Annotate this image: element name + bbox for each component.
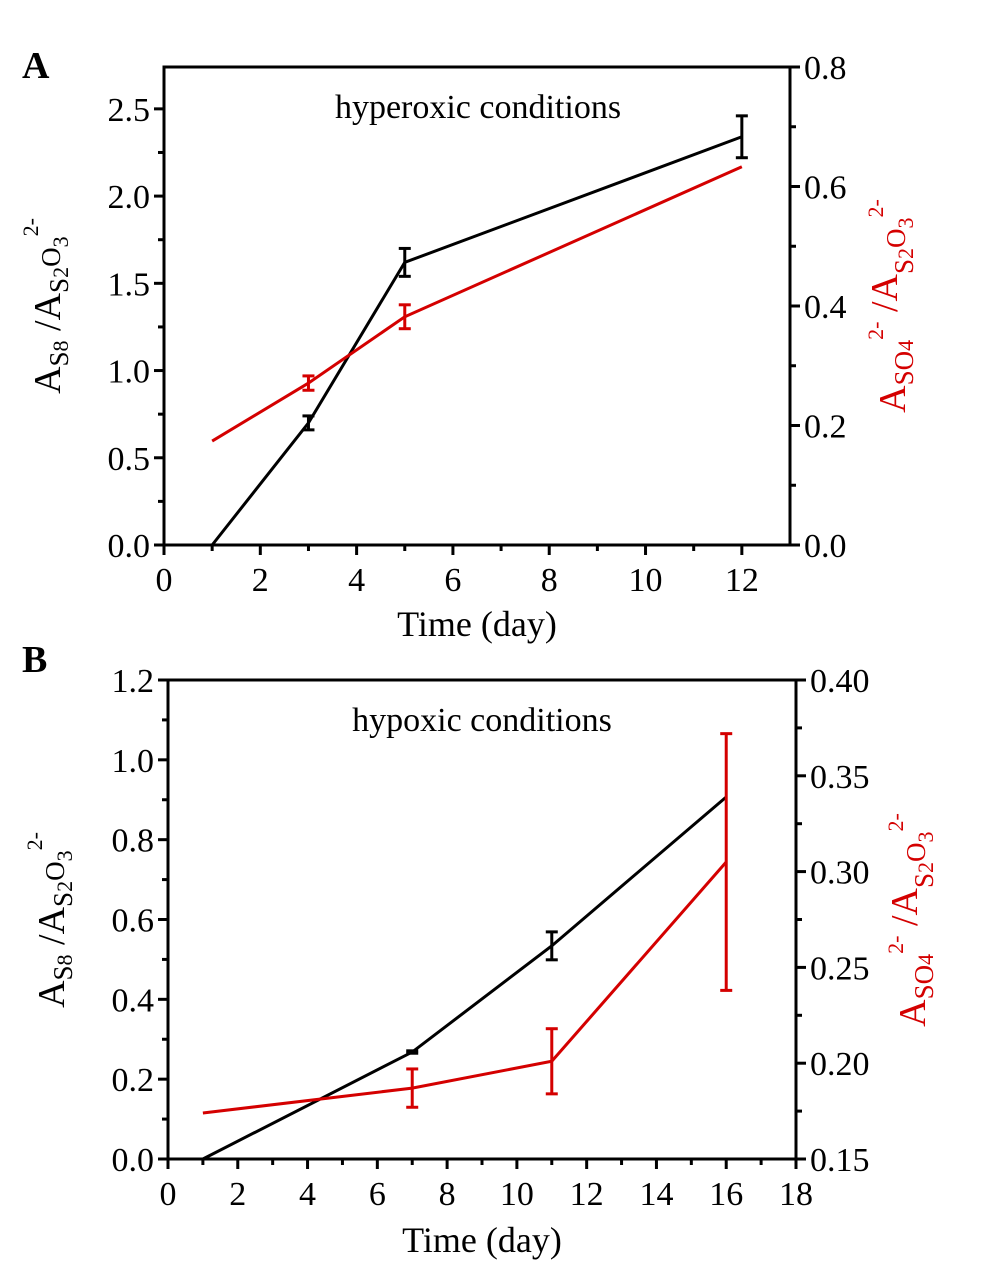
x-tick-label: 4 [299,1176,316,1213]
x-tick-label: 4 [348,562,365,599]
axis-label-part: /A [864,273,906,321]
y-right-tick-label: 0.8 [804,50,847,87]
y-left-axis-label: AS8 /AS2O32- [22,832,78,1008]
axis-label-part: A [27,366,69,394]
axis-label-part: A [872,385,914,413]
x-axis-label: Time (day) [402,1220,562,1260]
plot-frame [162,65,792,547]
axis-label-part: A [31,980,73,1008]
y-left-tick-label: 2.5 [108,92,151,129]
axis-label-part: O [881,229,911,249]
y-left-tick-label: 0.5 [108,441,151,478]
axis-label-part: 2 [48,267,73,278]
y-right-tick-label: 0.35 [810,759,870,796]
axis-label-part: 3 [48,236,73,247]
axis-label-part: 8 [48,340,73,351]
axis-label-part: S [909,873,939,888]
y-left-tick-label: 0.2 [112,1062,155,1099]
plot-frame [166,678,798,1161]
series-line-black [210,135,743,546]
y-left-tick-label: 2.0 [108,179,151,216]
y-left-tick-label: 1.5 [108,266,151,303]
y-left-tick-label: 0.4 [112,982,155,1019]
y-right-tick-label: 0.25 [810,950,870,987]
y-left-axis-label: AS8 /AS2O32- [18,218,74,394]
x-tick-label: 8 [439,1176,456,1213]
panel-letter: A [22,45,50,87]
x-tick-label: 2 [229,1176,246,1213]
axis-label-part: 4 [893,340,918,351]
y-left-tick-label: 0.6 [112,903,155,940]
series-line-red [202,861,728,1115]
axis-label-part: 2 [913,862,938,873]
axis-label-part: 2- [883,936,908,954]
x-tick-label: 8 [541,562,558,599]
y-left-tick-label: 1.0 [108,354,151,391]
y-right-tick-label: 0.6 [804,170,847,207]
x-tick-label: 10 [629,562,663,599]
annotation: hyperoxic conditions [335,89,621,126]
axis-label-part: /A [884,887,926,935]
series-line-black [202,795,728,1161]
axis-label-part: 8 [52,954,77,965]
x-tick-label: 10 [500,1176,534,1213]
annotation: hypoxic conditions [352,702,612,739]
axis-label-part: 2- [18,218,43,236]
y-left-tick-label: 1.0 [112,743,155,780]
y-right-axis-label: ASO4 2- /AS2O3 2- [883,813,939,1027]
y-right-tick-label: 0.0 [804,528,847,565]
chart-panel-a: 0 2 4 6 8 10 12 0.0 0.5 1.0 1.5 2.0 2.5 0.0 0.2 0.4 0.6 0… [18,45,919,644]
panel-letter: B [22,639,47,681]
axis-label-part: /A [31,906,73,954]
x-tick-label: 16 [709,1176,743,1213]
x-tick-label: 12 [725,562,759,599]
x-tick-label: 18 [779,1176,813,1213]
axis-label-part: 4 [913,954,938,965]
x-tick-label: 2 [252,562,269,599]
x-tick-label: 12 [570,1176,604,1213]
series-line-red [211,165,743,443]
axis-label-part: O [901,843,931,863]
axis-label-part: 2- [863,199,888,217]
axis-label-part: 2- [22,832,47,850]
axis-label-part: S [48,965,78,980]
x-tick-label: 6 [444,562,461,599]
x-tick-label: 0 [156,562,173,599]
x-axis-label: Time (day) [397,604,557,644]
axis-label-part: 3 [52,850,77,861]
axis-label-part: O [40,861,70,881]
axis-label-part: O [36,247,66,267]
axis-label-part: SO [889,351,919,386]
y-right-tick-label: 0.15 [810,1142,870,1179]
y-right-tick-label: 0.20 [810,1046,870,1083]
axis-label-part: S [48,892,78,907]
axis-label-part: S [44,278,74,293]
axis-label-part: 2- [883,813,908,831]
axis-label-part: 2 [52,881,77,892]
y-left-tick-label: 1.2 [112,663,155,700]
axis-label-part: S [889,259,919,274]
y-right-axis-label: ASO4 2- /AS2O3 2- [863,199,919,413]
chart-panel-b: 0 2 4 6 8 10 12 14 16 18 0.0 0.2 0.4 0.6 0.8 1.0 1.2 0.15… [22,639,939,1260]
axis-label-part: /A [27,292,69,340]
x-tick-label: 14 [639,1176,673,1213]
y-left-tick-label: 0.8 [112,823,155,860]
axis-label-part: 2 [893,248,918,259]
y-right-tick-label: 0.2 [804,409,847,446]
x-tick-label: 0 [160,1176,177,1213]
y-right-tick-label: 0.40 [810,663,870,700]
x-tick-label: 6 [369,1176,386,1213]
axis-label-part: SO [909,965,939,1000]
y-right-tick-label: 0.30 [810,855,870,892]
axis-label-part: S [44,351,74,366]
axis-label-part: 3 [893,218,918,229]
y-left-tick-label: 0.0 [108,528,151,565]
axis-label-part: A [892,999,934,1027]
y-left-tick-label: 0.0 [112,1142,155,1179]
axis-label-part: 3 [913,832,938,843]
axis-label-part: 2- [863,322,888,340]
y-right-tick-label: 0.4 [804,289,847,326]
